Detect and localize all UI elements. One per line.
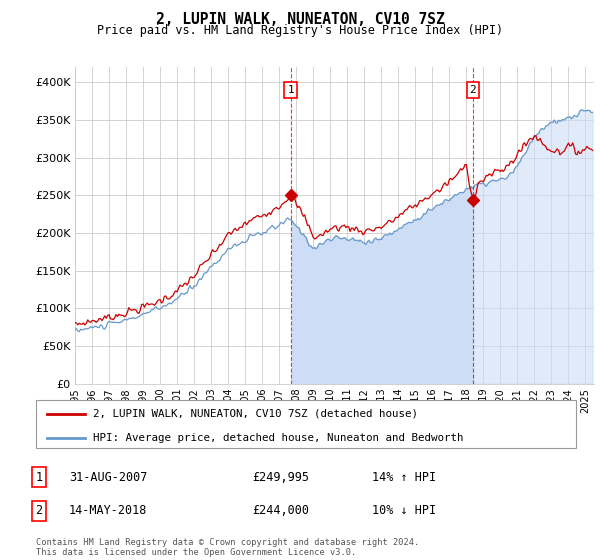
Text: 2: 2: [35, 504, 43, 517]
FancyBboxPatch shape: [36, 400, 576, 448]
Text: Price paid vs. HM Land Registry's House Price Index (HPI): Price paid vs. HM Land Registry's House …: [97, 24, 503, 36]
Text: HPI: Average price, detached house, Nuneaton and Bedworth: HPI: Average price, detached house, Nune…: [92, 432, 463, 442]
Text: 2, LUPIN WALK, NUNEATON, CV10 7SZ: 2, LUPIN WALK, NUNEATON, CV10 7SZ: [155, 12, 445, 27]
Text: Contains HM Land Registry data © Crown copyright and database right 2024.
This d: Contains HM Land Registry data © Crown c…: [36, 538, 419, 557]
Text: 1: 1: [35, 470, 43, 484]
Text: £249,995: £249,995: [252, 470, 309, 484]
Text: 14% ↑ HPI: 14% ↑ HPI: [372, 470, 436, 484]
Text: 2: 2: [469, 85, 476, 95]
Text: 14-MAY-2018: 14-MAY-2018: [69, 504, 148, 517]
Text: 2, LUPIN WALK, NUNEATON, CV10 7SZ (detached house): 2, LUPIN WALK, NUNEATON, CV10 7SZ (detac…: [92, 409, 418, 419]
Text: 1: 1: [287, 85, 294, 95]
Text: 10% ↓ HPI: 10% ↓ HPI: [372, 504, 436, 517]
Text: 31-AUG-2007: 31-AUG-2007: [69, 470, 148, 484]
Text: £244,000: £244,000: [252, 504, 309, 517]
